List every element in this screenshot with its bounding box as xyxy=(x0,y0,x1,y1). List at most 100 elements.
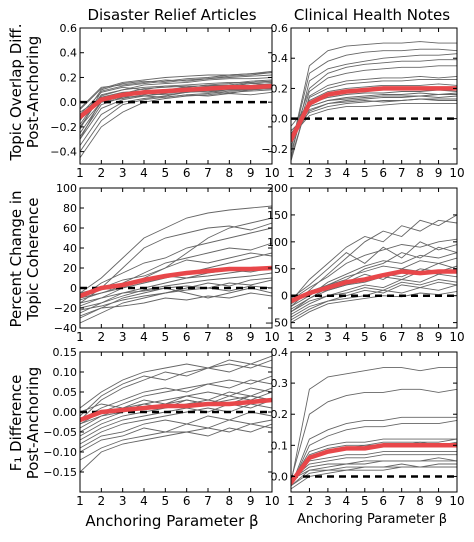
x-tick-label: 1 xyxy=(76,166,84,180)
y-tick-label: 50 xyxy=(274,263,288,276)
x-tick-label: 7 xyxy=(398,330,406,344)
individual-series-line xyxy=(291,48,457,150)
x-tick-label: 1 xyxy=(76,494,84,508)
panel-row1-right: 1 2 3 4 5 6 7 8 9 10 −0.2 0.0 0.2 0.4 0.6 xyxy=(261,22,464,180)
individual-series-line xyxy=(80,363,272,421)
x-tick-label: 10 xyxy=(264,494,279,508)
x-tick-label: 8 xyxy=(226,494,234,508)
ylabel-row2-line2: Topic Coherence xyxy=(24,198,42,322)
mean-series-line xyxy=(80,265,272,299)
ylabel-row2-line1: Percent Change in xyxy=(7,190,25,327)
individual-series-line xyxy=(291,290,457,323)
x-tick-label: 9 xyxy=(435,166,443,180)
y-tick-label: −50 xyxy=(265,317,288,330)
individual-series-line xyxy=(80,411,272,449)
x-tick-label: 9 xyxy=(247,166,255,180)
y-tick-label: 0.4 xyxy=(271,52,289,65)
x-tick-label: 4 xyxy=(140,494,148,508)
individual-series-line xyxy=(80,72,272,110)
column-title-left: Disaster Relief Articles xyxy=(87,6,256,24)
axes-frame xyxy=(290,27,458,165)
x-tick-label: 5 xyxy=(361,166,369,180)
individual-series-line xyxy=(291,83,457,147)
individual-series-line xyxy=(291,454,457,480)
y-tick-label: 40 xyxy=(63,242,77,255)
individual-series-line xyxy=(80,277,272,311)
x-tick-label: 4 xyxy=(140,330,148,344)
x-tick-label: 3 xyxy=(119,494,127,508)
y-tick-label: 0.10 xyxy=(53,366,78,379)
y-tick-label: 80 xyxy=(63,202,77,215)
individual-series-line xyxy=(291,367,457,483)
x-tick-label: 2 xyxy=(98,494,106,508)
x-tick-label: 5 xyxy=(162,330,170,344)
individual-series-line xyxy=(80,252,272,294)
mean-series-line xyxy=(80,83,272,120)
x-tick-label: 6 xyxy=(183,166,191,180)
x-tick-label: 3 xyxy=(324,166,332,180)
x-tick-label: 4 xyxy=(343,166,351,180)
individual-series-line xyxy=(291,98,457,142)
x-tick-label: 5 xyxy=(361,494,369,508)
ylabel-row3-line1: F₁ Difference xyxy=(7,375,25,472)
y-tick-label: 100 xyxy=(56,182,77,195)
x-tick-label: 3 xyxy=(324,494,332,508)
y-tick-label: −0.10 xyxy=(43,446,77,459)
x-tick-label: 5 xyxy=(162,166,170,180)
x-tick-label: 8 xyxy=(226,166,234,180)
individual-series-line xyxy=(80,355,272,409)
x-tick-label: 3 xyxy=(324,330,332,344)
plot-area xyxy=(80,70,272,159)
y-tick-label: 100 xyxy=(267,236,288,249)
individual-series-line xyxy=(291,41,457,149)
ylabel-row1-line2: Post-Anchoring xyxy=(24,36,42,149)
mean-series-line xyxy=(291,269,457,304)
x-tick-label: 2 xyxy=(306,166,314,180)
y-tick-label: 0.00 xyxy=(53,406,78,419)
x-tick-label: 10 xyxy=(449,494,464,508)
column-title-right: Clinical Health Notes xyxy=(294,6,450,24)
plot-area xyxy=(291,214,457,323)
x-tick-label: 4 xyxy=(343,330,351,344)
x-tick-label: 8 xyxy=(416,494,424,508)
y-tick-label: 0.2 xyxy=(271,82,289,95)
y-tick-label: −0.15 xyxy=(43,466,77,479)
individual-series-line xyxy=(80,77,272,125)
x-tick-label: 10 xyxy=(449,166,464,180)
individual-series-line xyxy=(291,438,457,483)
individual-series-line xyxy=(291,457,457,480)
x-tick-label: 9 xyxy=(247,494,255,508)
y-tick-label: 0.05 xyxy=(53,386,78,399)
axes-frame xyxy=(79,27,273,165)
y-tick-label: 0.6 xyxy=(60,22,78,35)
x-tick-label: 7 xyxy=(204,494,212,508)
individual-series-line xyxy=(80,403,272,445)
individual-series-line xyxy=(291,53,457,157)
individual-series-line xyxy=(291,273,457,313)
mean-series-line xyxy=(80,397,272,423)
individual-series-line xyxy=(80,89,272,159)
x-tick-label: 4 xyxy=(140,166,148,180)
individual-series-line xyxy=(80,88,272,152)
x-tick-label: 6 xyxy=(379,330,387,344)
panel-row3-right: 1 2 3 4 5 6 7 8 9 10 0.0 0.1 0.2 0.3 0.4 xyxy=(271,346,465,508)
xlabel-left: Anchoring Parameter β xyxy=(85,512,258,530)
individual-series-line xyxy=(291,75,457,162)
individual-series-line xyxy=(80,292,272,317)
plot-area xyxy=(80,205,272,324)
mean-series-line xyxy=(291,86,457,143)
axes-frame xyxy=(79,187,273,329)
x-tick-label: 10 xyxy=(449,330,464,344)
axes-frame xyxy=(290,351,458,493)
x-tick-label: 1 xyxy=(287,166,295,180)
y-tick-label: 0 xyxy=(281,290,288,303)
individual-series-line xyxy=(80,287,272,319)
y-tick-label: 0.0 xyxy=(60,96,78,109)
individual-series-line xyxy=(80,375,272,421)
individual-series-line xyxy=(80,72,272,109)
x-tick-label: 8 xyxy=(416,166,424,180)
individual-series-line xyxy=(291,94,457,139)
x-tick-label: 7 xyxy=(204,330,212,344)
y-tick-label: −20 xyxy=(54,302,77,315)
